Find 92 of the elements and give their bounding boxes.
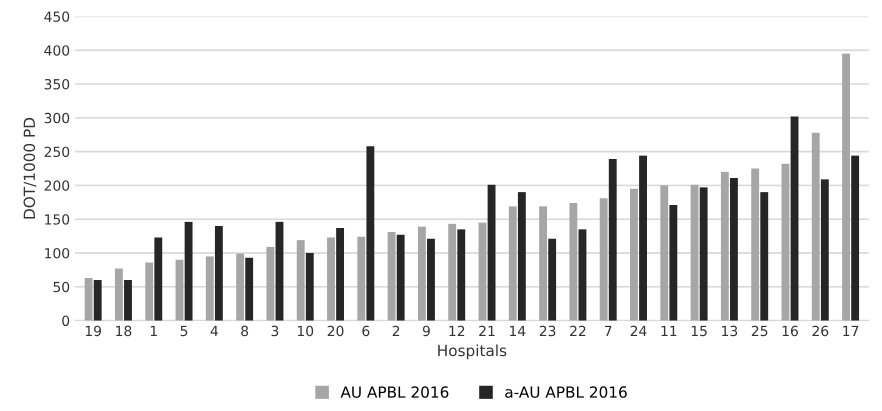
x-tick-label: 18 (116, 326, 132, 336)
bar (730, 178, 738, 321)
bar (518, 192, 526, 321)
y-tick-label: 250 (44, 146, 70, 158)
bar (357, 236, 366, 321)
x-tick-label: 24 (630, 326, 647, 336)
legend-label: AU APBL 2016 (340, 386, 448, 398)
y-tick-label: 200 (44, 180, 70, 191)
x-tick-label: 22 (570, 326, 586, 336)
bar (306, 252, 314, 321)
x-tick-label: 21 (479, 326, 495, 336)
bar (630, 188, 638, 321)
bar (578, 229, 586, 321)
x-tick-label: 23 (540, 326, 556, 336)
x-tick-label: 7 (604, 326, 612, 336)
bar (812, 132, 820, 321)
bar (478, 222, 486, 321)
bar (94, 280, 102, 321)
bar (539, 206, 548, 321)
bar (184, 222, 193, 321)
bar (396, 234, 405, 321)
x-tick-label: 11 (661, 326, 676, 336)
x-tick-label: 14 (510, 326, 526, 336)
y-tick-label: 450 (44, 11, 70, 22)
x-tick-label: 26 (812, 326, 828, 336)
x-tick-label: 20 (328, 326, 344, 336)
x-tick-label: 13 (722, 326, 738, 336)
x-tick-label: 17 (843, 326, 858, 336)
y-tick-label: 400 (44, 45, 70, 56)
x-tick-label: 4 (210, 326, 218, 336)
bar (296, 240, 305, 321)
bar (206, 256, 214, 321)
bar (236, 254, 244, 321)
bar (276, 222, 284, 321)
x-tick-label: 16 (782, 326, 798, 336)
bar (639, 156, 647, 321)
bar (176, 260, 184, 321)
bar (366, 146, 374, 321)
bar (608, 159, 617, 321)
bar (154, 237, 162, 321)
x-tick-label: 9 (422, 326, 430, 336)
bar (820, 179, 829, 321)
bar (782, 164, 790, 321)
bar (245, 258, 254, 321)
y-axis-title: DOT/1000 PD (24, 118, 36, 218)
bar (508, 206, 517, 321)
bar (669, 205, 678, 321)
x-tick-label: 2 (392, 326, 400, 336)
bar (690, 184, 698, 321)
bar (124, 280, 132, 321)
bar (427, 238, 435, 321)
bar (336, 228, 344, 321)
bar (418, 226, 426, 321)
x-tick-label: 15 (692, 326, 707, 336)
x-tick-label: 25 (752, 326, 768, 336)
legend-label: a-AU APBL 2016 (505, 386, 627, 398)
bar (760, 192, 768, 321)
x-tick-label: 8 (241, 326, 248, 336)
x-tick-label: 5 (180, 326, 188, 336)
x-tick-label: 12 (449, 326, 464, 336)
x-tick-label: 19 (86, 326, 102, 336)
bar (266, 246, 274, 321)
bar (720, 172, 729, 321)
bar (842, 54, 850, 321)
x-tick-label: 6 (362, 326, 370, 336)
y-tick-label: 350 (44, 78, 70, 90)
bar (660, 185, 668, 321)
bar (488, 184, 496, 321)
bar (448, 224, 456, 321)
bar (569, 202, 578, 321)
bar (751, 168, 760, 321)
bar (145, 262, 154, 321)
bar (851, 156, 860, 321)
bar (327, 237, 335, 321)
y-tick-label: 300 (44, 112, 70, 124)
x-tick-label: 10 (298, 326, 314, 336)
x-tick-label: 3 (272, 326, 278, 336)
bar (548, 238, 556, 321)
bar (700, 187, 708, 321)
bar (114, 268, 123, 321)
x-tick-label: 1 (150, 326, 157, 336)
bar (388, 232, 396, 321)
bar (84, 278, 93, 321)
y-tick-label: 50 (54, 282, 70, 292)
bar (600, 198, 608, 321)
bar (457, 229, 466, 321)
bar (790, 116, 798, 321)
bar (214, 226, 223, 321)
y-tick-label: 0 (62, 316, 70, 326)
y-tick-label: 100 (45, 248, 70, 258)
x-axis-title: Hospitals (438, 344, 506, 360)
y-tick-label: 150 (45, 214, 70, 225)
